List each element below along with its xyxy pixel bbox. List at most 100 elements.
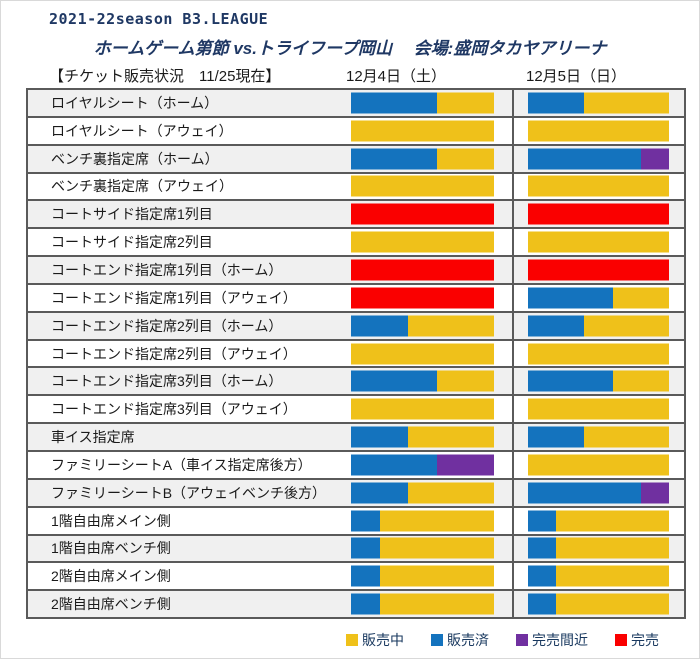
seat-label: コートサイド指定席2列目 (51, 234, 213, 251)
bar-segment-on_sale (379, 510, 494, 532)
legend-item-sold: 販売済 (431, 630, 489, 650)
bar-segment-sold_out (351, 287, 494, 309)
table-row: コートサイド指定席1列目 (28, 201, 684, 230)
seat-label: コートエンド指定席2列目（アウェイ） (51, 345, 297, 362)
status-bar-dec4 (351, 315, 494, 337)
ticket-status-label: 【チケット販売状況 11/25現在】 (49, 68, 281, 85)
bar-segment-on_sale (528, 398, 669, 420)
table-row: ロイヤルシート（アウェイ） (28, 117, 684, 146)
bar-segment-on_sale (351, 175, 494, 197)
bar-segment-sold_out (351, 203, 494, 225)
bar-segment-sold (351, 315, 409, 337)
status-bar-dec4 (351, 231, 494, 253)
legend-swatch-icon (346, 634, 358, 646)
legend-label: 販売済 (447, 632, 489, 648)
status-bar-dec5 (528, 398, 669, 420)
table-row: 1階自由席メイン側 (28, 507, 684, 536)
status-bar-dec4 (351, 287, 494, 309)
bar-segment-on_sale (584, 426, 669, 448)
bar-segment-on_sale (351, 120, 494, 142)
bar-segment-sold (351, 426, 409, 448)
status-bar-dec4 (351, 370, 494, 392)
status-bar-dec5 (528, 315, 669, 337)
seat-label: 2階自由席メイン側 (51, 568, 171, 585)
seat-label: コートエンド指定席1列目（アウェイ） (51, 289, 297, 306)
bar-segment-sold (351, 148, 437, 170)
match-title: ホームゲーム第節 vs.トライフープ岡山 会場:盛岡タカヤアリーナ (93, 39, 607, 58)
status-bar-dec4 (351, 92, 494, 114)
legend-label: 完売間近 (532, 632, 588, 648)
bar-segment-sold (528, 287, 613, 309)
bar-segment-on_sale (612, 370, 669, 392)
seat-label: ファミリーシートA（車イス指定席後方） (51, 456, 312, 473)
status-bar-dec4 (351, 454, 494, 476)
status-bar-dec4 (351, 120, 494, 142)
status-bar-dec5 (528, 92, 669, 114)
seat-label: 車イス指定席 (51, 429, 135, 446)
bar-segment-almost_sold_out (436, 454, 494, 476)
bar-segment-on_sale (612, 287, 669, 309)
legend-swatch-icon (516, 634, 528, 646)
table-row: コートエンド指定席3列目（ホーム） (28, 368, 684, 397)
bar-segment-on_sale (379, 565, 494, 587)
bar-segment-on_sale (556, 510, 669, 532)
seat-label: コートエンド指定席2列目（ホーム） (51, 317, 283, 334)
table-row: コートエンド指定席2列目（アウェイ） (28, 340, 684, 369)
status-bar-dec4 (351, 565, 494, 587)
table-row: 1階自由席ベンチ側 (28, 535, 684, 564)
status-bar-dec4 (351, 593, 494, 615)
bar-segment-sold_out (528, 203, 669, 225)
bar-segment-sold (528, 593, 557, 615)
legend-swatch-icon (431, 634, 443, 646)
seat-label: ベンチ裏指定席（ホーム） (51, 150, 219, 167)
status-bar-dec5 (528, 537, 669, 559)
status-bar-dec5 (528, 231, 669, 253)
bar-segment-sold (351, 92, 437, 114)
bar-segment-sold (351, 482, 409, 504)
table-row: コートサイド指定席2列目 (28, 229, 684, 258)
status-bar-dec5 (528, 454, 669, 476)
status-bar-dec5 (528, 343, 669, 365)
seat-label: ベンチ裏指定席（アウェイ） (51, 178, 233, 195)
table-row: 車イス指定席 (28, 424, 684, 452)
status-bar-dec5 (528, 565, 669, 587)
legend-item-on_sale: 販売中 (346, 630, 404, 650)
bar-segment-sold (528, 426, 585, 448)
status-bar-dec5 (528, 370, 669, 392)
seat-label: コートエンド指定席1列目（ホーム） (51, 261, 283, 278)
bar-segment-sold (528, 370, 613, 392)
seat-label: ロイヤルシート（ホーム） (51, 94, 219, 111)
seat-label: 2階自由席ベンチ側 (51, 596, 171, 613)
status-bar-dec4 (351, 259, 494, 281)
legend-item-sold_out: 完売 (615, 630, 659, 650)
bar-segment-sold (528, 148, 641, 170)
bar-segment-on_sale (408, 482, 494, 504)
seat-label: コートエンド指定席3列目（アウェイ） (51, 401, 297, 418)
bar-segment-on_sale (556, 565, 669, 587)
status-bar-dec5 (528, 287, 669, 309)
bar-segment-on_sale (436, 370, 494, 392)
table-row: ファミリーシートB（アウェイベンチ後方） (28, 479, 684, 508)
status-bar-dec5 (528, 120, 669, 142)
ticket-status-table: ロイヤルシート（ホーム） ロイヤルシート（アウェイ） ベンチ裏指定席（ホーム） ベンチ… (26, 88, 686, 619)
table-row: ベンチ裏指定席（ホーム） (28, 145, 684, 174)
table-row: ファミリーシートA（車イス指定席後方） (28, 451, 684, 480)
bar-segment-sold (351, 537, 380, 559)
status-bar-dec4 (351, 537, 494, 559)
bar-segment-on_sale (436, 92, 494, 114)
bar-segment-sold (351, 510, 380, 532)
seat-label: ロイヤルシート（アウェイ） (51, 122, 233, 139)
status-bar-dec4 (351, 343, 494, 365)
column-divider (512, 90, 514, 617)
table-row: ロイヤルシート（ホーム） (28, 90, 684, 118)
bar-segment-sold_out (528, 259, 669, 281)
bar-segment-almost_sold_out (640, 482, 669, 504)
bar-segment-sold_out (351, 259, 494, 281)
status-bar-dec5 (528, 593, 669, 615)
seat-label: コートサイド指定席1列目 (51, 206, 213, 223)
bar-segment-on_sale (528, 120, 669, 142)
table-row: コートエンド指定席1列目（アウェイ） (28, 284, 684, 313)
bar-segment-on_sale (379, 593, 494, 615)
seat-label: 1階自由席メイン側 (51, 512, 171, 529)
